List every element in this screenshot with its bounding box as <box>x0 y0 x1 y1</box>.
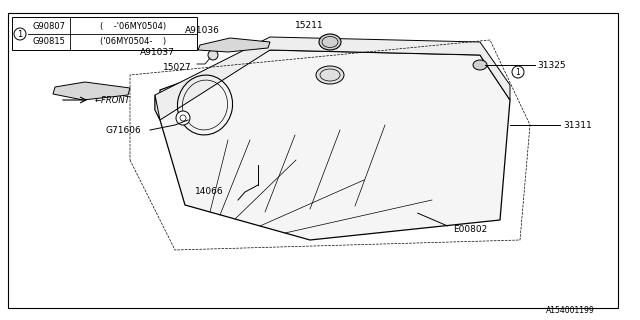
Text: E00802: E00802 <box>453 226 487 235</box>
Ellipse shape <box>473 60 487 70</box>
Text: 15211: 15211 <box>295 20 324 29</box>
Text: 31325: 31325 <box>537 60 566 69</box>
Polygon shape <box>155 95 160 120</box>
Text: A154001199: A154001199 <box>547 306 595 315</box>
Polygon shape <box>198 38 270 52</box>
Bar <box>12 17 197 50</box>
Circle shape <box>208 50 218 60</box>
Text: G90815: G90815 <box>33 36 65 45</box>
Text: 1: 1 <box>17 29 22 38</box>
Circle shape <box>512 66 524 78</box>
Text: ←FRONT: ←FRONT <box>95 95 131 105</box>
Polygon shape <box>160 50 510 240</box>
Polygon shape <box>53 82 130 100</box>
Text: A91036: A91036 <box>185 26 220 35</box>
Text: G90807: G90807 <box>33 21 65 30</box>
Ellipse shape <box>319 34 341 50</box>
Circle shape <box>14 28 26 40</box>
Text: (    -'06MY0504): ( -'06MY0504) <box>100 21 166 30</box>
Text: A91037: A91037 <box>140 47 175 57</box>
Polygon shape <box>155 37 510 120</box>
Text: 15027: 15027 <box>163 62 191 71</box>
Text: 31311: 31311 <box>563 121 592 130</box>
Text: 14066: 14066 <box>195 188 223 196</box>
Text: G71606: G71606 <box>105 125 141 134</box>
Circle shape <box>176 111 190 125</box>
Ellipse shape <box>316 66 344 84</box>
Text: 1: 1 <box>516 68 520 76</box>
Text: ('06MY0504-    ): ('06MY0504- ) <box>100 36 166 45</box>
